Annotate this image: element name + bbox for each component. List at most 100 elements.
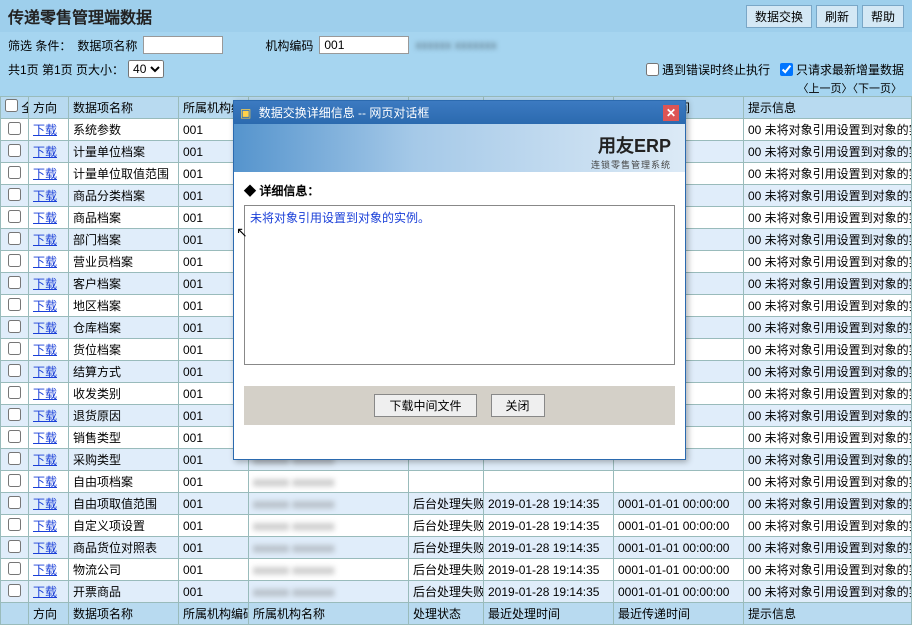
pager-bar: 共1页 第1页 页大小： 40 遇到错误时终止执行 只请求最新增量数据 xyxy=(0,58,912,80)
row-direction[interactable]: 下载 xyxy=(29,295,69,317)
row-direction[interactable]: 下载 xyxy=(29,185,69,207)
row-checkbox[interactable] xyxy=(8,474,21,487)
header: 传递零售管理端数据 数据交换 刷新 帮助 xyxy=(0,0,912,32)
stop-on-error-checkbox[interactable] xyxy=(646,63,659,76)
row-checkbox[interactable] xyxy=(8,518,21,531)
row-itemname: 物流公司 xyxy=(69,559,179,581)
row-checkbox[interactable] xyxy=(8,364,21,377)
row-direction[interactable]: 下载 xyxy=(29,119,69,141)
row-direction[interactable]: 下载 xyxy=(29,339,69,361)
row-orgname: xxxxxx xxxxxxx xyxy=(249,515,409,537)
row-checkbox[interactable] xyxy=(8,232,21,245)
modal-close-button[interactable]: ✕ xyxy=(663,105,679,121)
row-hint: 00 未将对象引用设置到对象的实例。 [详细] xyxy=(744,229,912,251)
row-direction[interactable]: 下载 xyxy=(29,163,69,185)
col-select-all[interactable]: 全选 xyxy=(1,97,29,119)
row-itemname: 系统参数 xyxy=(69,119,179,141)
table-row: 下载自由项档案001xxxxxx xxxxxxx00 未将对象引用设置到对象的实… xyxy=(1,471,912,493)
itemname-input[interactable] xyxy=(143,36,223,54)
latest-only-label[interactable]: 只请求最新增量数据 xyxy=(780,61,904,78)
row-direction[interactable]: 下载 xyxy=(29,537,69,559)
table-row: 下载物流公司001xxxxxx xxxxxxx后台处理失败2019-01-28 … xyxy=(1,559,912,581)
row-direction[interactable]: 下载 xyxy=(29,427,69,449)
row-checkbox[interactable] xyxy=(8,430,21,443)
select-all-checkbox[interactable] xyxy=(5,99,18,112)
row-hint: 00 未将对象引用设置到对象的实例。 [详细] xyxy=(744,427,912,449)
row-checkbox[interactable] xyxy=(8,276,21,289)
row-checkbox-cell xyxy=(1,141,29,163)
modal-icon: ▣ xyxy=(240,106,251,120)
row-checkbox[interactable] xyxy=(8,320,21,333)
row-checkbox[interactable] xyxy=(8,188,21,201)
row-checkbox[interactable] xyxy=(8,298,21,311)
row-checkbox[interactable] xyxy=(8,210,21,223)
modal-textarea[interactable] xyxy=(244,205,675,365)
row-checkbox-cell xyxy=(1,273,29,295)
modal-titlebar: ▣ 数据交换详细信息 -- 网页对话框 ✕ xyxy=(234,101,685,124)
row-checkbox[interactable] xyxy=(8,254,21,267)
row-checkbox-cell xyxy=(1,515,29,537)
row-direction[interactable]: 下载 xyxy=(29,207,69,229)
row-checkbox-cell xyxy=(1,405,29,427)
close-button[interactable]: 关闭 xyxy=(491,394,545,417)
row-orgname: xxxxxx xxxxxxx xyxy=(249,471,409,493)
filter-orgcode-label: 机构编码 xyxy=(265,37,313,54)
row-direction[interactable]: 下载 xyxy=(29,141,69,163)
exchange-button[interactable]: 数据交换 xyxy=(746,5,812,28)
row-itemname: 自由项取值范围 xyxy=(69,493,179,515)
row-itemname: 商品分类档案 xyxy=(69,185,179,207)
row-direction[interactable]: 下载 xyxy=(29,471,69,493)
row-hint: 00 未将对象引用设置到对象的实例。 [详细] xyxy=(744,339,912,361)
modal-title-text: ▣ 数据交换详细信息 -- 网页对话框 xyxy=(240,104,429,121)
row-direction[interactable]: 下载 xyxy=(29,449,69,471)
row-itemname: 开票商品 xyxy=(69,581,179,603)
pager-nav[interactable]: 〈上一页〉〈下一页〉 xyxy=(0,80,912,96)
row-checkbox-cell xyxy=(1,295,29,317)
row-checkbox[interactable] xyxy=(8,562,21,575)
row-checkbox[interactable] xyxy=(8,144,21,157)
row-checkbox[interactable] xyxy=(8,584,21,597)
row-org: 001 xyxy=(179,471,249,493)
row-time1: 2019-01-28 19:14:35 xyxy=(484,581,614,603)
row-direction[interactable]: 下载 xyxy=(29,361,69,383)
row-checkbox[interactable] xyxy=(8,452,21,465)
row-checkbox-cell xyxy=(1,251,29,273)
row-direction[interactable]: 下载 xyxy=(29,251,69,273)
row-itemname: 商品货位对照表 xyxy=(69,537,179,559)
row-direction[interactable]: 下载 xyxy=(29,273,69,295)
row-checkbox[interactable] xyxy=(8,122,21,135)
row-direction[interactable]: 下载 xyxy=(29,229,69,251)
page-size-select[interactable]: 40 xyxy=(128,60,164,78)
row-checkbox[interactable] xyxy=(8,386,21,399)
row-direction[interactable]: 下载 xyxy=(29,383,69,405)
row-direction[interactable]: 下载 xyxy=(29,405,69,427)
row-checkbox-cell xyxy=(1,119,29,141)
download-file-button[interactable]: 下载中间文件 xyxy=(374,394,476,417)
modal-buttons: 下载中间文件 关闭 xyxy=(244,386,675,425)
orgcode-input[interactable] xyxy=(319,36,409,54)
help-button[interactable]: 帮助 xyxy=(862,5,904,28)
row-direction[interactable]: 下载 xyxy=(29,559,69,581)
row-time2 xyxy=(614,471,744,493)
row-itemname: 营业员档案 xyxy=(69,251,179,273)
row-time1: 2019-01-28 19:14:35 xyxy=(484,559,614,581)
row-checkbox[interactable] xyxy=(8,408,21,421)
row-org: 001 xyxy=(179,515,249,537)
col-hint: 提示信息 xyxy=(744,97,912,119)
refresh-button[interactable]: 刷新 xyxy=(816,5,858,28)
row-direction[interactable]: 下载 xyxy=(29,493,69,515)
row-checkbox[interactable] xyxy=(8,166,21,179)
latest-only-checkbox[interactable] xyxy=(780,63,793,76)
row-checkbox[interactable] xyxy=(8,342,21,355)
row-itemname: 商品档案 xyxy=(69,207,179,229)
row-checkbox-cell xyxy=(1,559,29,581)
stop-on-error-label[interactable]: 遇到错误时终止执行 xyxy=(646,61,770,78)
row-checkbox[interactable] xyxy=(8,540,21,553)
row-direction[interactable]: 下载 xyxy=(29,317,69,339)
row-itemname: 结算方式 xyxy=(69,361,179,383)
row-hint: 00 未将对象引用设置到对象的实例。 [详细] xyxy=(744,317,912,339)
row-itemname: 退货原因 xyxy=(69,405,179,427)
row-direction[interactable]: 下载 xyxy=(29,581,69,603)
row-checkbox[interactable] xyxy=(8,496,21,509)
row-direction[interactable]: 下载 xyxy=(29,515,69,537)
